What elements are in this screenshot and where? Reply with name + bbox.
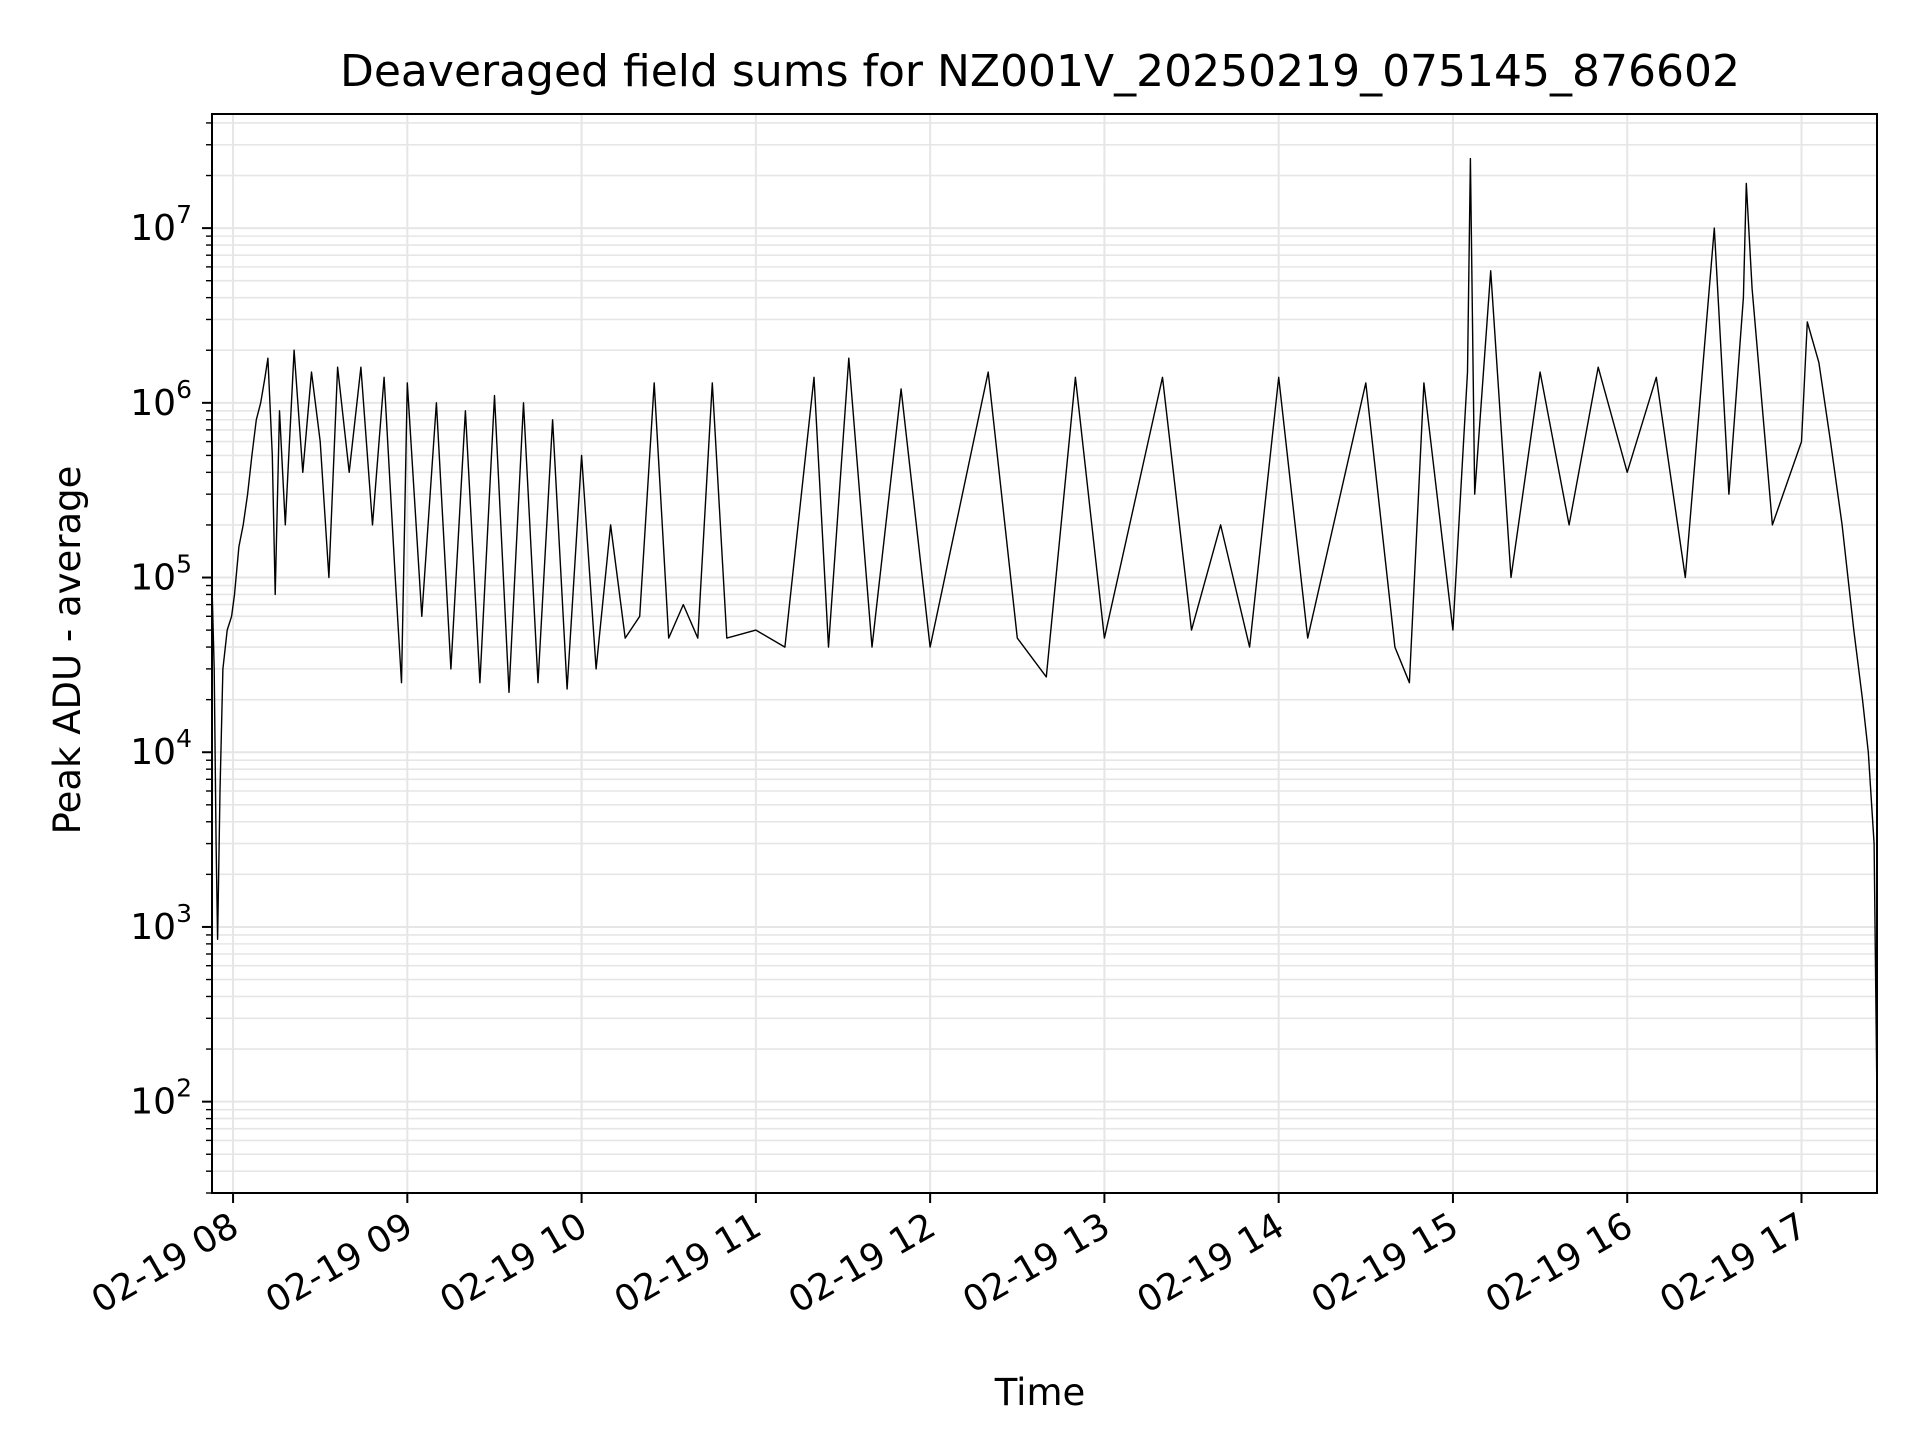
- y-tick-label: 102: [130, 1074, 192, 1123]
- y-tick-label: 105: [130, 550, 192, 599]
- y-tick-label: 103: [130, 899, 192, 948]
- chart-title: Deaveraged field sums for NZ001V_2025021…: [340, 46, 1740, 97]
- plot-frame: [211, 113, 1878, 1194]
- x-axis-label: Time: [994, 1371, 1086, 1414]
- y-axis-label: Peak ADU - average: [46, 466, 89, 835]
- grid: [212, 114, 1877, 1194]
- y-tick-label: 107: [130, 200, 192, 249]
- series-layer: [211, 157, 1878, 1102]
- y-tick-label: 106: [130, 375, 192, 424]
- y-tick-label: 104: [130, 724, 192, 773]
- series-line: [211, 157, 1878, 1102]
